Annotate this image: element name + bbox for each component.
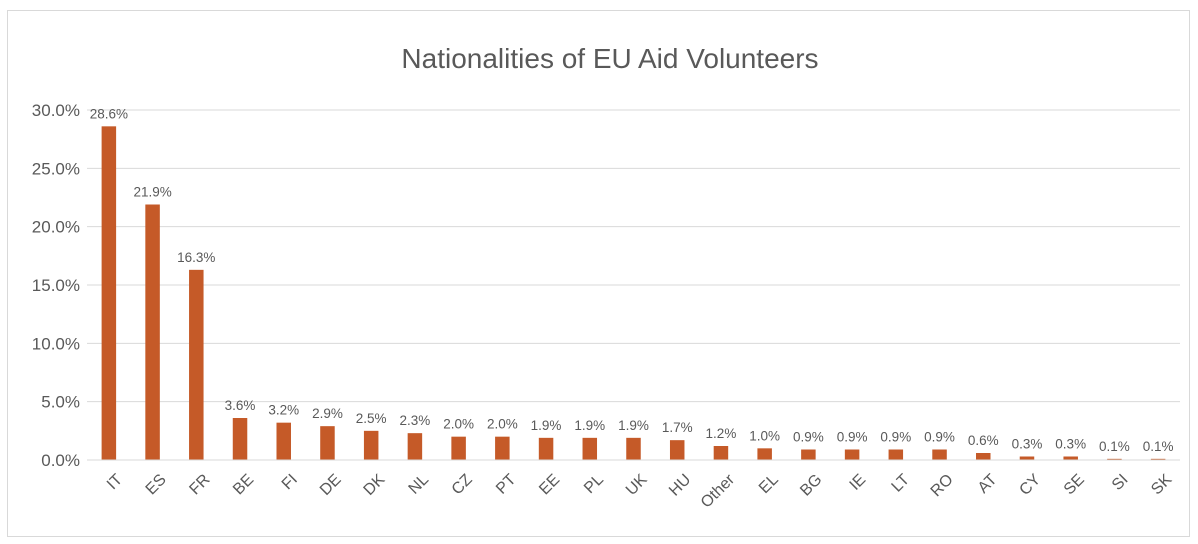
data-label: 0.9%: [837, 430, 868, 445]
data-label: 21.9%: [133, 185, 171, 200]
x-axis-ticks: IT ES FR BE FI DE DK NL CZ PT EE PL UK HU Other EL BG IE L…: [104, 471, 1176, 512]
y-axis-ticks: 0.0% 5.0% 10.0% 15.0% 20.0% 25.0% 30.0%: [32, 101, 80, 470]
data-label: 1.9%: [531, 418, 562, 433]
data-label: 2.0%: [487, 417, 518, 432]
bar: [582, 437, 598, 460]
data-label: 3.6%: [225, 398, 256, 413]
x-tick-label: SE: [1061, 471, 1088, 498]
y-tick-label: 10.0%: [32, 334, 80, 353]
bar: [801, 449, 816, 460]
data-label: 1.9%: [574, 418, 605, 433]
data-label: 1.7%: [662, 420, 693, 435]
data-label: 28.6%: [90, 106, 128, 121]
bar: [320, 426, 335, 460]
x-tick-label: EE: [536, 471, 563, 498]
x-tick-label: PL: [581, 471, 607, 497]
x-tick-label: RO: [928, 471, 957, 500]
y-tick-label: 15.0%: [32, 276, 80, 295]
x-tick-label: SI: [1109, 471, 1132, 494]
x-tick-label: SK: [1148, 471, 1175, 498]
bar: [757, 448, 772, 460]
x-tick-label: UK: [623, 471, 651, 499]
x-tick-label: IE: [847, 471, 870, 494]
y-tick-label: 30.0%: [32, 101, 80, 120]
x-tick-label: HU: [666, 471, 694, 499]
data-label: 2.5%: [356, 411, 387, 426]
x-tick-label: EL: [756, 471, 782, 497]
bar: [844, 449, 860, 460]
x-tick-label: CY: [1016, 471, 1044, 499]
y-tick-label: 25.0%: [32, 159, 80, 178]
y-tick-label: 5.0%: [41, 393, 80, 412]
data-label: 0.6%: [968, 433, 999, 448]
bar: [276, 422, 291, 460]
bars: [101, 126, 1166, 460]
data-label: 0.9%: [880, 430, 911, 445]
bar: [1150, 458, 1166, 460]
data-label: 0.9%: [924, 430, 955, 445]
x-tick-label: NL: [406, 471, 433, 498]
x-tick-label: ES: [143, 471, 170, 498]
bar: [669, 440, 685, 460]
bar: [626, 437, 641, 460]
bar: [189, 269, 204, 460]
bar: [888, 449, 904, 460]
x-tick-label: Other: [698, 471, 739, 512]
grid-lines: [87, 109, 1180, 403]
x-tick-label: CZ: [449, 471, 476, 498]
x-tick-label: DE: [317, 471, 345, 499]
y-tick-label: 0.0%: [41, 451, 80, 470]
bar: [1063, 456, 1078, 460]
bar: [145, 204, 160, 460]
data-label: 0.1%: [1099, 439, 1130, 454]
bar: [713, 446, 729, 460]
data-label: 1.2%: [706, 426, 737, 441]
bar: [1019, 456, 1035, 460]
bar: [1107, 458, 1122, 460]
data-label: 1.9%: [618, 418, 649, 433]
bar: [363, 430, 379, 460]
bar: [407, 433, 423, 460]
data-label: 16.3%: [177, 250, 215, 265]
data-label: 2.3%: [400, 413, 431, 428]
x-tick-label: AT: [975, 471, 1001, 497]
x-tick-label: FR: [186, 471, 213, 498]
x-tick-label: IT: [104, 471, 126, 493]
bar: [101, 126, 117, 460]
bar: [538, 437, 554, 460]
bar: [976, 453, 991, 460]
x-tick-label: DK: [361, 471, 389, 499]
bar: [232, 418, 248, 460]
bar: [495, 436, 510, 460]
data-label: 0.9%: [793, 430, 824, 445]
data-labels: 28.6% 21.9% 16.3% 3.6% 3.2% 2.9% 2.5% 2.3% 2.0% 2…: [90, 106, 1174, 454]
data-label: 0.3%: [1055, 437, 1086, 452]
data-label: 1.0%: [749, 428, 780, 443]
chart-title: Nationalities of EU Aid Volunteers: [401, 43, 818, 74]
bar: [451, 436, 466, 460]
bar: [932, 449, 947, 460]
data-label: 2.9%: [312, 406, 343, 421]
x-tick-label: LT: [889, 471, 914, 496]
x-tick-label: PT: [493, 471, 520, 498]
data-label: 2.0%: [443, 417, 474, 432]
x-tick-label: FI: [279, 471, 301, 493]
data-label: 0.3%: [1012, 437, 1043, 452]
y-tick-label: 20.0%: [32, 218, 80, 237]
x-tick-label: BE: [230, 471, 257, 498]
data-label: 3.2%: [268, 403, 299, 418]
x-tick-label: BG: [797, 471, 825, 499]
data-label: 0.1%: [1143, 439, 1174, 454]
chart-frame: [7, 10, 1190, 537]
